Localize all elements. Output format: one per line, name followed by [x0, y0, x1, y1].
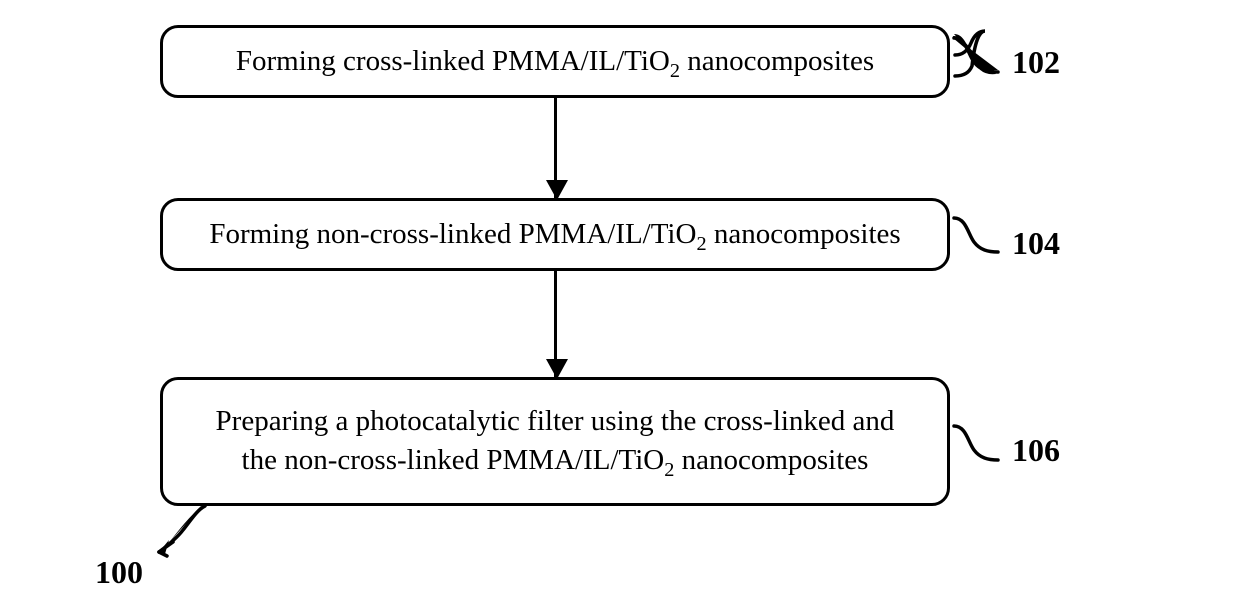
flowchart-box-2: Forming non-cross-linked PMMA/IL/TiO2 na…	[160, 198, 950, 271]
box3-line2-sub: 2	[664, 459, 674, 481]
curly-2	[952, 208, 1006, 260]
label-104: 104	[1012, 225, 1060, 262]
box2-line1-prefix: Forming non-cross-linked PMMA/IL/TiO	[209, 218, 696, 250]
box2-line1: Forming non-cross-linked PMMA/IL/TiO2 na…	[209, 215, 900, 254]
box1-line1-suffix: nanocomposites	[680, 45, 874, 77]
flowchart-box-3: Preparing a photocatalytic filter using …	[160, 377, 950, 505]
box1-line1-sub: 2	[670, 60, 680, 82]
box3-line1-prefix: Preparing a photocatalytic filter using …	[216, 405, 895, 437]
arrow-2	[554, 271, 557, 377]
box3-line2-prefix: the non-cross-linked PMMA/IL/TiO	[242, 444, 665, 476]
box3-line2: the non-cross-linked PMMA/IL/TiO2 nanoco…	[242, 441, 869, 480]
box1-line1-prefix: Forming cross-linked PMMA/IL/TiO	[236, 45, 670, 77]
box2-line1-sub: 2	[696, 233, 706, 255]
curly-3	[952, 416, 1006, 468]
label-106: 106	[1012, 432, 1060, 469]
arrow-wrap-2	[160, 271, 950, 377]
box1-line1: Forming cross-linked PMMA/IL/TiO2 nanoco…	[236, 42, 874, 81]
box2-line1-suffix: nanocomposites	[707, 218, 901, 250]
box3-line2-suffix: nanocomposites	[674, 444, 868, 476]
arrow-1	[554, 98, 557, 198]
box3-line1: Preparing a photocatalytic filter using …	[216, 402, 895, 441]
label-102: 102	[1012, 44, 1060, 81]
label-100: 100	[95, 554, 143, 591]
curly-1	[952, 28, 1006, 80]
curly-diagram	[155, 500, 215, 560]
arrow-wrap-1	[160, 98, 950, 198]
flowchart-box-1: Forming cross-linked PMMA/IL/TiO2 nanoco…	[160, 25, 950, 98]
flowchart-container: Forming cross-linked PMMA/IL/TiO2 nanoco…	[160, 25, 950, 506]
